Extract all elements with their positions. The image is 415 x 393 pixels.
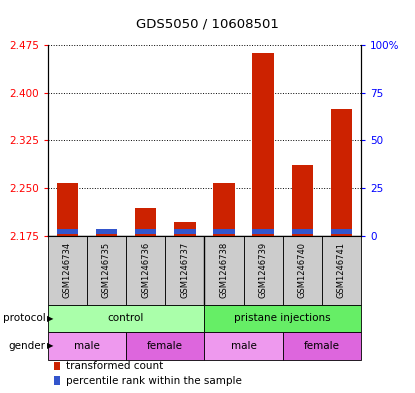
Text: male: male — [74, 341, 100, 351]
Bar — [56, 230, 78, 234]
Text: GSM1246738: GSM1246738 — [220, 242, 229, 298]
Bar — [135, 230, 156, 234]
Bar — [252, 230, 274, 234]
Text: gender: gender — [9, 341, 46, 351]
Bar — [331, 230, 352, 234]
Text: transformed count: transformed count — [66, 361, 163, 371]
Bar — [48, 305, 205, 332]
Bar — [244, 236, 283, 305]
Bar — [96, 230, 117, 234]
Text: GSM1246741: GSM1246741 — [337, 242, 346, 298]
Bar — [205, 332, 283, 360]
Bar — [126, 236, 165, 305]
Bar — [87, 236, 126, 305]
Text: GSM1246739: GSM1246739 — [259, 242, 268, 298]
Text: percentile rank within the sample: percentile rank within the sample — [66, 376, 242, 386]
Text: female: female — [304, 341, 340, 351]
Bar — [48, 332, 126, 360]
Bar — [283, 332, 361, 360]
Bar — [205, 305, 361, 332]
Text: pristane injections: pristane injections — [234, 313, 331, 323]
Text: GSM1246735: GSM1246735 — [102, 242, 111, 298]
Bar — [96, 230, 117, 236]
Text: female: female — [147, 341, 183, 351]
Bar — [174, 222, 195, 236]
Bar — [48, 236, 87, 305]
Text: control: control — [108, 313, 144, 323]
Bar — [283, 236, 322, 305]
Bar — [252, 53, 274, 236]
Bar — [174, 230, 195, 234]
Bar — [322, 236, 361, 305]
Text: GDS5050 / 10608501: GDS5050 / 10608501 — [136, 18, 279, 31]
Text: ▶: ▶ — [46, 342, 53, 350]
Bar — [165, 236, 204, 305]
Bar — [213, 183, 235, 236]
Bar — [213, 230, 235, 234]
Bar — [135, 208, 156, 236]
Text: ▶: ▶ — [46, 314, 53, 323]
Bar — [54, 376, 60, 385]
Text: GSM1246734: GSM1246734 — [63, 242, 72, 298]
Bar — [126, 332, 205, 360]
Bar — [205, 236, 244, 305]
Bar — [291, 165, 313, 236]
Bar — [56, 183, 78, 236]
Text: GSM1246736: GSM1246736 — [141, 242, 150, 298]
Text: GSM1246740: GSM1246740 — [298, 242, 307, 298]
Text: male: male — [231, 341, 256, 351]
Bar — [54, 362, 60, 370]
Bar — [331, 109, 352, 236]
Text: GSM1246737: GSM1246737 — [180, 242, 189, 298]
Bar — [291, 230, 313, 234]
Text: protocol: protocol — [3, 313, 46, 323]
